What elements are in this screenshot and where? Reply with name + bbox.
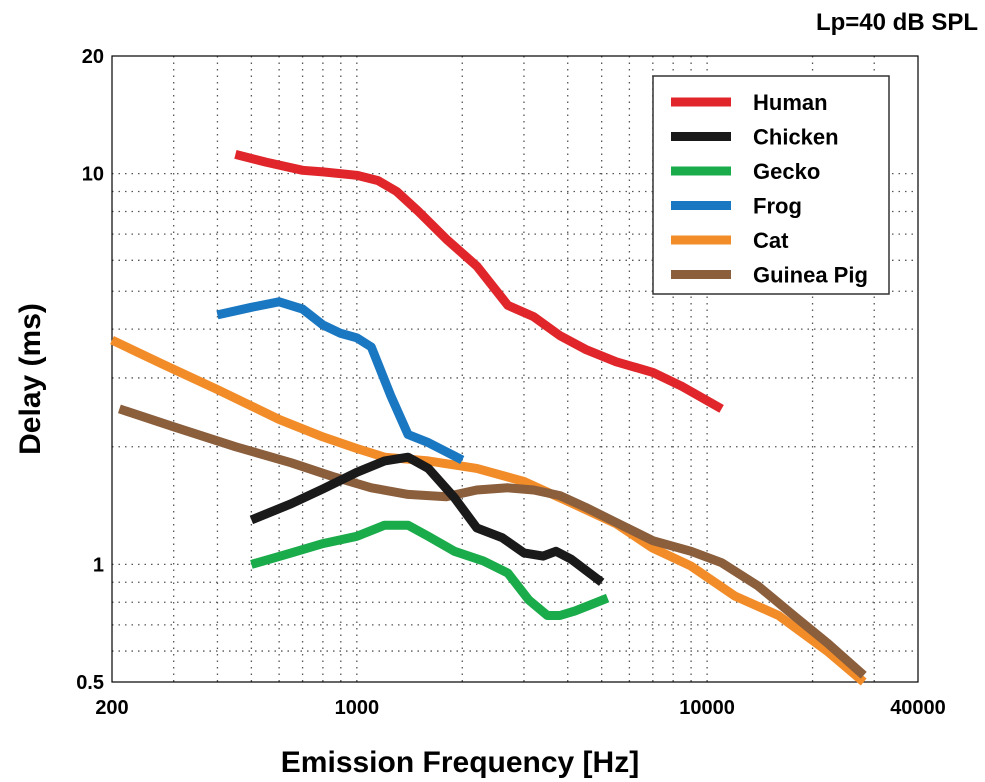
legend-label-gecko: Gecko — [753, 159, 820, 184]
legend-label-human: Human — [753, 90, 828, 115]
x-tick-label: 1000 — [335, 697, 380, 719]
annotation-lp: Lp=40 dB SPL — [816, 9, 978, 36]
legend: Human Chicken Gecko Frog Cat Guinea Pig — [652, 75, 890, 295]
series-line-cat — [110, 336, 867, 686]
legend-label-frog: Frog — [753, 194, 802, 219]
legend-label-cat: Cat — [753, 228, 789, 253]
y-tick-label: 20 — [82, 46, 104, 68]
x-axis-ticks: 200 1000 10000 40000 — [95, 697, 946, 719]
legend-label-chicken: Chicken — [753, 125, 839, 150]
series-line-human — [234, 150, 724, 413]
legend-box — [652, 75, 890, 295]
legend-label-guinea-pig: Guinea Pig — [753, 263, 868, 288]
y-tick-label: 1 — [93, 554, 104, 576]
series-line-chicken — [249, 452, 605, 586]
x-tick-label: 200 — [95, 697, 128, 719]
plot-frame — [111, 55, 919, 683]
series-line-frog — [216, 297, 465, 465]
x-tick-label: 10000 — [679, 697, 735, 719]
y-tick-label: 10 — [82, 164, 104, 186]
x-tick-label: 40000 — [890, 697, 946, 719]
y-tick-label: 0.5 — [76, 672, 104, 694]
x-axis-title: Emission Frequency [Hz] — [281, 746, 639, 779]
series-line-guinea-pig — [117, 404, 867, 679]
y-axis-title: Delay (ms) — [14, 303, 47, 455]
y-axis-ticks: 0.5 1 10 20 — [76, 46, 104, 694]
series-line-gecko — [250, 520, 610, 620]
series-layer — [110, 150, 867, 686]
